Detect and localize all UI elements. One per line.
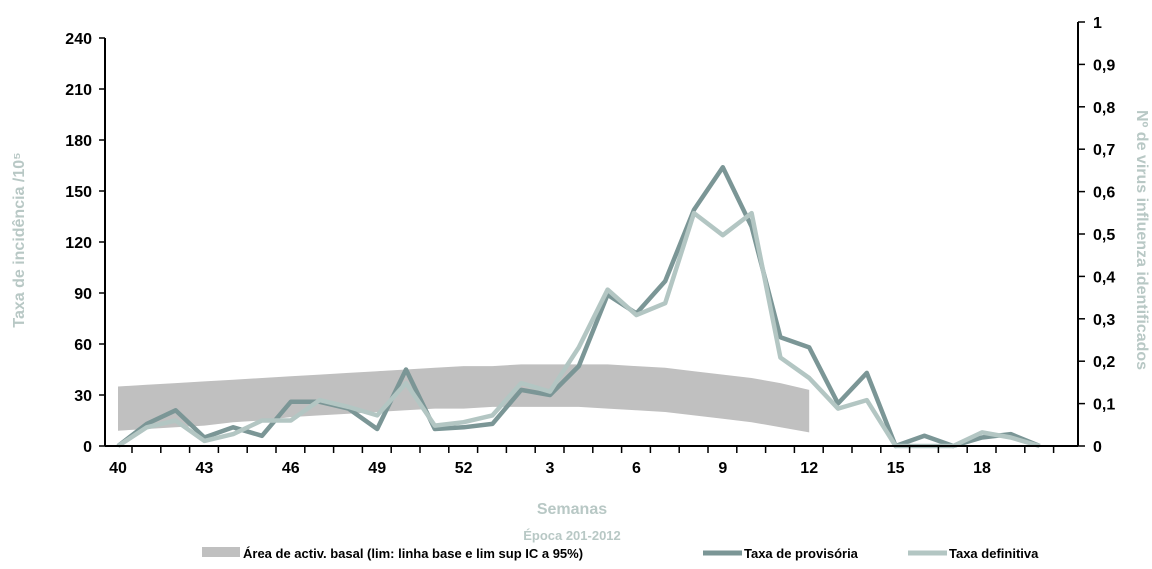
axes [99,21,1085,453]
legend-label-taxa-definitiva: Taxa definitiva [949,546,1039,561]
y-right-tick-label: 1 [1093,15,1102,32]
y-axis-right-title: Nº de virus influenza identificados [1133,110,1150,370]
y-right-tick-label: 0,5 [1093,227,1115,244]
y-left-tick-label: 30 [74,388,92,405]
x-tick-label: 40 [109,460,127,477]
y-right-tick-label: 0,3 [1093,312,1115,329]
x-tick-label: 49 [368,460,386,477]
x-tick-label: 15 [887,460,905,477]
y-left-tick-label: 150 [65,184,92,201]
series-lines [116,164,1041,449]
legend: Área de activ. basal (lim: linha base e … [202,546,1039,561]
x-axis-title: Semanas [537,501,607,518]
x-tick-label: 3 [546,460,555,477]
baseline-activity-band [118,364,810,433]
x-tick-label: 12 [800,460,818,477]
chart-subtitle: Época 201-2012 [523,528,621,543]
y-left-tick-label: 240 [65,31,92,48]
x-tick-label: 9 [718,460,727,477]
legend-label-taxa-provisoria: Taxa de provisória [744,546,859,561]
y-left-tick-label: 120 [65,235,92,252]
y-right-tick-label: 0,6 [1093,185,1115,202]
x-tick-label: 18 [973,460,991,477]
legend-swatch-band [202,547,240,557]
x-tick-label: 46 [282,460,300,477]
y-right-tick-label: 0,2 [1093,354,1115,371]
y-right-tick-label: 0,1 [1093,397,1115,414]
y-axis-left-title: Taxa de incidência /10⁵ [11,152,28,327]
y-left-tick-label: 90 [74,286,92,303]
x-tick-label: 43 [196,460,214,477]
x-tick-label: 6 [632,460,641,477]
y-right-tick-label: 0,4 [1093,269,1115,286]
y-right-tick-label: 0,8 [1093,100,1115,117]
legend-label-band: Área de activ. basal (lim: linha base e … [243,546,583,561]
baseline-band-area [118,364,810,433]
series-line-taxa-provisoria [116,164,1041,449]
series-line-taxa-definitiva [116,210,1041,449]
tick-labels: 0 30 60 90 120 150 180 210 240 0 0,1 0,2 0,3 0,4 0,5 0,… [65,15,1115,477]
y-right-tick-label: 0,9 [1093,57,1115,74]
y-left-tick-label: 180 [65,133,92,150]
x-tick-label: 52 [455,460,473,477]
y-right-tick-label: 0,7 [1093,142,1115,159]
y-left-tick-label: 210 [65,82,92,99]
y-left-tick-label: 0 [83,439,92,456]
y-right-tick-label: 0 [1093,439,1102,456]
y-left-tick-label: 60 [74,337,92,354]
